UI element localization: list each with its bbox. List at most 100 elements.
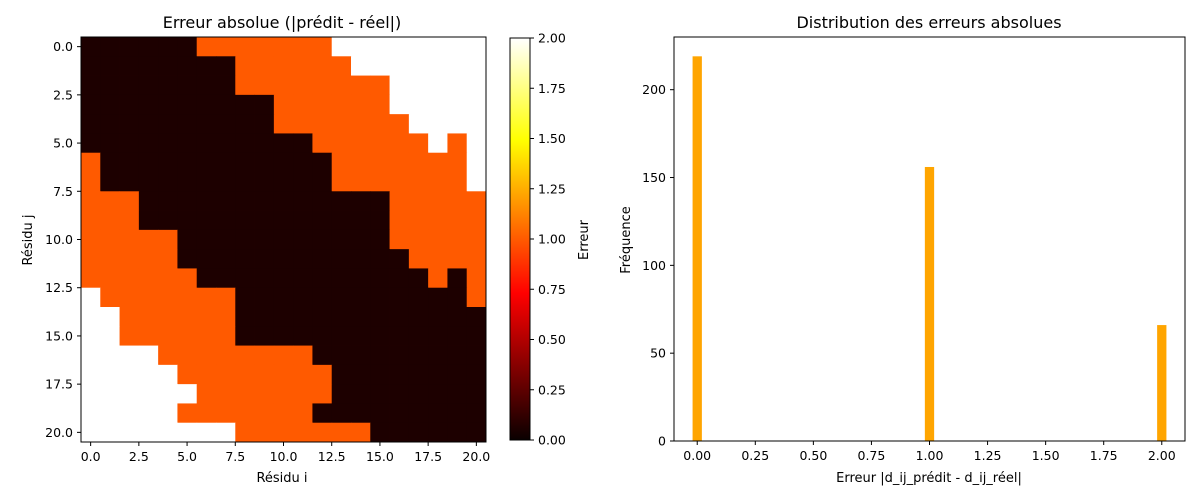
- heatmap-cell: [351, 307, 371, 327]
- heatmap-cell: [158, 152, 178, 173]
- heatmap-cell: [235, 133, 255, 154]
- heatmap-cell: [370, 364, 390, 385]
- heatmap-cell: [312, 37, 333, 57]
- heatmap-cell: [389, 384, 410, 404]
- heatmap-y-tick-label: 2.5: [53, 87, 73, 102]
- colorbar-tick-label: 1.50: [538, 131, 566, 146]
- heatmap-cell: [138, 345, 159, 366]
- heatmap-cell: [428, 307, 448, 327]
- heatmap-cell: [389, 37, 410, 57]
- heatmap-cell: [351, 268, 371, 289]
- heatmap-cell: [177, 287, 198, 308]
- heatmap-cell: [254, 133, 275, 154]
- heatmap-cell: [331, 152, 352, 173]
- heatmap-cell: [216, 268, 236, 289]
- heatmap-cell: [138, 326, 159, 346]
- histogram-x-tick-label: 0.00: [683, 448, 711, 463]
- heatmap-cell: [466, 326, 487, 346]
- heatmap-cell: [254, 326, 275, 346]
- heatmap-cell: [138, 403, 159, 424]
- heatmap-cell: [273, 56, 294, 76]
- histogram-y-ticks: 0 50 100 150 200: [642, 82, 674, 449]
- heatmap-cell: [370, 37, 390, 57]
- heatmap-cell: [177, 229, 198, 250]
- heatmap-x-tick-label: 7.5: [225, 449, 245, 464]
- colorbar-tick-label: 1.00: [538, 232, 566, 247]
- heatmap-cell: [370, 307, 390, 327]
- heatmap-cell: [351, 114, 371, 134]
- heatmap-cell: [428, 133, 448, 154]
- heatmap-cell: [81, 268, 101, 289]
- heatmap-cell: [312, 114, 333, 134]
- heatmap-cell: [138, 422, 159, 443]
- heatmap-cell: [196, 287, 217, 308]
- heatmap-cell: [389, 268, 410, 289]
- heatmap-cell: [177, 191, 198, 211]
- heatmap-cell: [81, 114, 101, 134]
- heatmap-cell: [119, 326, 140, 346]
- heatmap-cell: [81, 307, 101, 327]
- heatmap-cell: [100, 210, 120, 231]
- heatmap-cell: [312, 152, 333, 173]
- heatmap-cell: [466, 37, 487, 57]
- heatmap-cell: [235, 172, 255, 192]
- heatmap-cell: [273, 422, 294, 443]
- histogram-y-tick-label: 50: [650, 346, 666, 361]
- heatmap-cell: [177, 114, 198, 134]
- heatmap-cell: [428, 268, 448, 289]
- heatmap-cell: [138, 152, 159, 173]
- heatmap-cell: [312, 364, 333, 385]
- heatmap-x-tick-label: 17.5: [414, 449, 442, 464]
- heatmap-cell: [408, 133, 429, 154]
- heatmap-cell: [466, 210, 487, 231]
- heatmap-cell: [447, 287, 468, 308]
- heatmap-cell: [331, 287, 352, 308]
- heatmap-cell: [138, 229, 159, 250]
- heatmap-cell: [293, 229, 313, 250]
- heatmap-y-tick-label: 10.0: [45, 232, 73, 247]
- heatmap-cell: [138, 210, 159, 231]
- heatmap-cell: [312, 210, 333, 231]
- histogram-x-tick-label: 0.50: [799, 448, 827, 463]
- heatmap-cell: [216, 345, 236, 366]
- heatmap-cell: [312, 75, 333, 96]
- histogram-x-tick-label: 0.25: [741, 448, 769, 463]
- heatmap-cell: [312, 326, 333, 346]
- heatmap-cell: [138, 94, 159, 115]
- heatmap-cell: [216, 133, 236, 154]
- heatmap-cell: [254, 75, 275, 96]
- histogram-y-label: Fréquence: [619, 206, 634, 273]
- heatmap-cell: [100, 307, 120, 327]
- heatmap-cell: [312, 94, 333, 115]
- heatmap-cell: [81, 326, 101, 346]
- heatmap-cell: [100, 364, 120, 385]
- histogram-x-tick-label: 0.75: [858, 448, 886, 463]
- heatmap-cell: [389, 364, 410, 385]
- heatmap-cell: [466, 94, 487, 115]
- heatmap-cell: [466, 133, 487, 154]
- heatmap-cell: [447, 326, 468, 346]
- heatmap-cell: [158, 172, 178, 192]
- heatmap-cell: [119, 75, 140, 96]
- heatmap-cell: [196, 249, 217, 269]
- heatmap-cell: [138, 172, 159, 192]
- heatmap-cell: [408, 326, 429, 346]
- heatmap-cell: [235, 287, 255, 308]
- histogram-bar: [692, 56, 702, 441]
- heatmap-cell: [196, 56, 217, 76]
- heatmap-x-tick-label: 15.0: [366, 449, 394, 464]
- heatmap-cell: [196, 133, 217, 154]
- heatmap-cell: [408, 249, 429, 269]
- heatmap-cell: [389, 191, 410, 211]
- heatmap-cell: [119, 152, 140, 173]
- heatmap-cell: [466, 152, 487, 173]
- heatmap-cell: [312, 191, 333, 211]
- heatmap-cell: [351, 133, 371, 154]
- heatmap-cell: [370, 94, 390, 115]
- heatmap-cell: [428, 191, 448, 211]
- heatmap-cell: [119, 94, 140, 115]
- colorbar-tick-label: 0.00: [538, 433, 566, 448]
- heatmap-x-tick-label: 0.0: [81, 449, 101, 464]
- heatmap-cell: [119, 56, 140, 76]
- heatmap-cell: [138, 56, 159, 76]
